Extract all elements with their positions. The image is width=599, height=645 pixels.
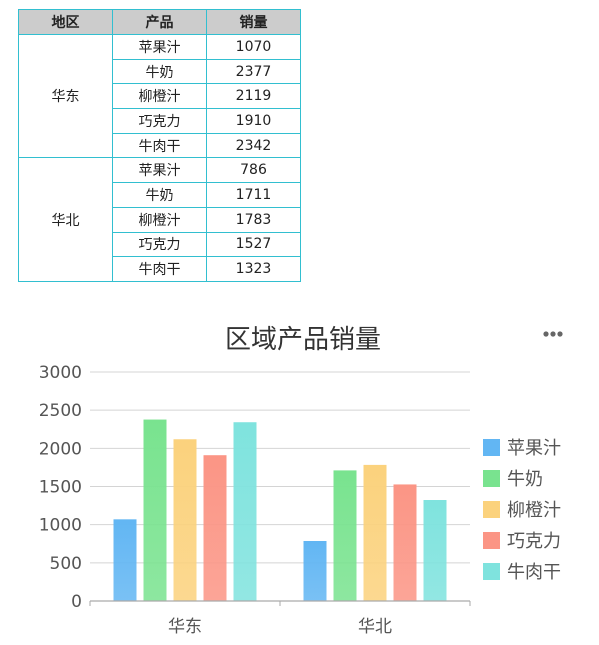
bar[interactable] xyxy=(363,464,387,601)
table-row: 华东 苹果汁 1070 xyxy=(18,33,301,159)
table-row: 华北 苹果汁 786 xyxy=(18,157,301,282)
y-tick-label: 2000 xyxy=(39,439,82,459)
bar[interactable] xyxy=(113,519,137,601)
x-tick-label: 华东 xyxy=(168,617,202,637)
table-row: 牛肉干 1323 xyxy=(19,256,301,282)
sales-table: 地区 产品 销量 华东 苹果汁 1070 牛奶 2377 柳橙汁 2119 巧克… xyxy=(18,9,301,282)
legend-item[interactable]: 牛奶 xyxy=(483,469,543,490)
product-cell: 牛奶 xyxy=(112,182,207,208)
sales-cell: 2342 xyxy=(206,132,301,159)
bar[interactable] xyxy=(333,470,357,601)
bar[interactable] xyxy=(203,455,227,601)
header-region: 地区 xyxy=(18,9,113,35)
legend-label: 柳橙汁 xyxy=(507,500,561,521)
header-product: 产品 xyxy=(112,9,207,35)
legend-swatch xyxy=(483,532,500,549)
bar-chart: 区域产品销量 0 500 1000 1500 2000 2500 3000 华东 华北 苹果汁… xyxy=(39,324,568,637)
legend-swatch xyxy=(483,501,500,518)
sales-cell: 1527 xyxy=(206,231,301,258)
sales-cell: 1323 xyxy=(206,256,301,282)
bar[interactable] xyxy=(303,541,327,601)
bar[interactable] xyxy=(423,500,447,601)
legend-label: 牛奶 xyxy=(507,469,543,490)
legend-item[interactable]: 柳橙汁 xyxy=(483,500,561,521)
y-tick-label: 2500 xyxy=(39,401,82,421)
bar[interactable] xyxy=(173,439,197,601)
sales-cell: 1711 xyxy=(206,182,301,208)
legend-swatch xyxy=(483,439,500,456)
product-cell: 牛肉干 xyxy=(112,132,207,159)
sales-cell: 1910 xyxy=(206,108,301,134)
legend-label: 苹果汁 xyxy=(507,438,561,459)
y-tick-label: 3000 xyxy=(39,363,82,383)
chart-title: 区域产品销量 xyxy=(225,325,381,355)
legend-label: 牛肉干 xyxy=(507,562,561,583)
sales-cell: 786 xyxy=(206,157,301,184)
legend-item[interactable]: 苹果汁 xyxy=(483,438,561,459)
sales-cell: 2119 xyxy=(206,83,301,110)
product-cell: 苹果汁 xyxy=(112,157,207,184)
legend-item[interactable]: 牛肉干 xyxy=(483,562,561,583)
table-header-row: 地区 产品 销量 xyxy=(18,9,301,35)
legend-swatch xyxy=(483,470,500,487)
product-cell: 苹果汁 xyxy=(112,34,207,60)
more-horizontal-icon[interactable] xyxy=(538,324,568,340)
product-cell: 巧克力 xyxy=(112,108,207,134)
table-row: 牛奶 1711 xyxy=(19,182,301,208)
product-cell: 巧克力 xyxy=(112,231,207,258)
table-row: 牛奶 2377 xyxy=(19,58,301,85)
product-cell: 牛肉干 xyxy=(112,256,207,282)
y-tick-label: 500 xyxy=(50,554,82,574)
table-row: 巧克力 1910 xyxy=(19,108,301,134)
y-tick-label: 1500 xyxy=(39,478,82,498)
region-cell: 华东 xyxy=(18,33,113,159)
product-cell: 牛奶 xyxy=(112,58,207,85)
product-cell: 柳橙汁 xyxy=(112,83,207,110)
legend-label: 巧克力 xyxy=(507,531,561,552)
x-tick-label: 华北 xyxy=(358,617,392,637)
product-cell: 柳橙汁 xyxy=(112,206,207,233)
sales-cell: 1783 xyxy=(206,206,301,233)
bar[interactable] xyxy=(233,422,257,601)
table-row: 柳橙汁 2119 xyxy=(19,83,301,110)
y-tick-label: 1000 xyxy=(39,516,82,536)
table-row: 柳橙汁 1783 xyxy=(19,206,301,233)
legend-item[interactable]: 巧克力 xyxy=(483,531,561,552)
header-sales: 销量 xyxy=(206,9,301,35)
legend-swatch xyxy=(483,563,500,580)
table-row: 巧克力 1527 xyxy=(19,231,301,258)
bar[interactable] xyxy=(143,419,167,601)
table-row: 牛肉干 2342 xyxy=(19,132,301,159)
sales-cell: 1070 xyxy=(206,34,301,60)
y-tick-label: 0 xyxy=(71,592,82,612)
region-cell: 华北 xyxy=(18,157,113,282)
sales-cell: 2377 xyxy=(206,58,301,85)
bar[interactable] xyxy=(393,484,417,601)
